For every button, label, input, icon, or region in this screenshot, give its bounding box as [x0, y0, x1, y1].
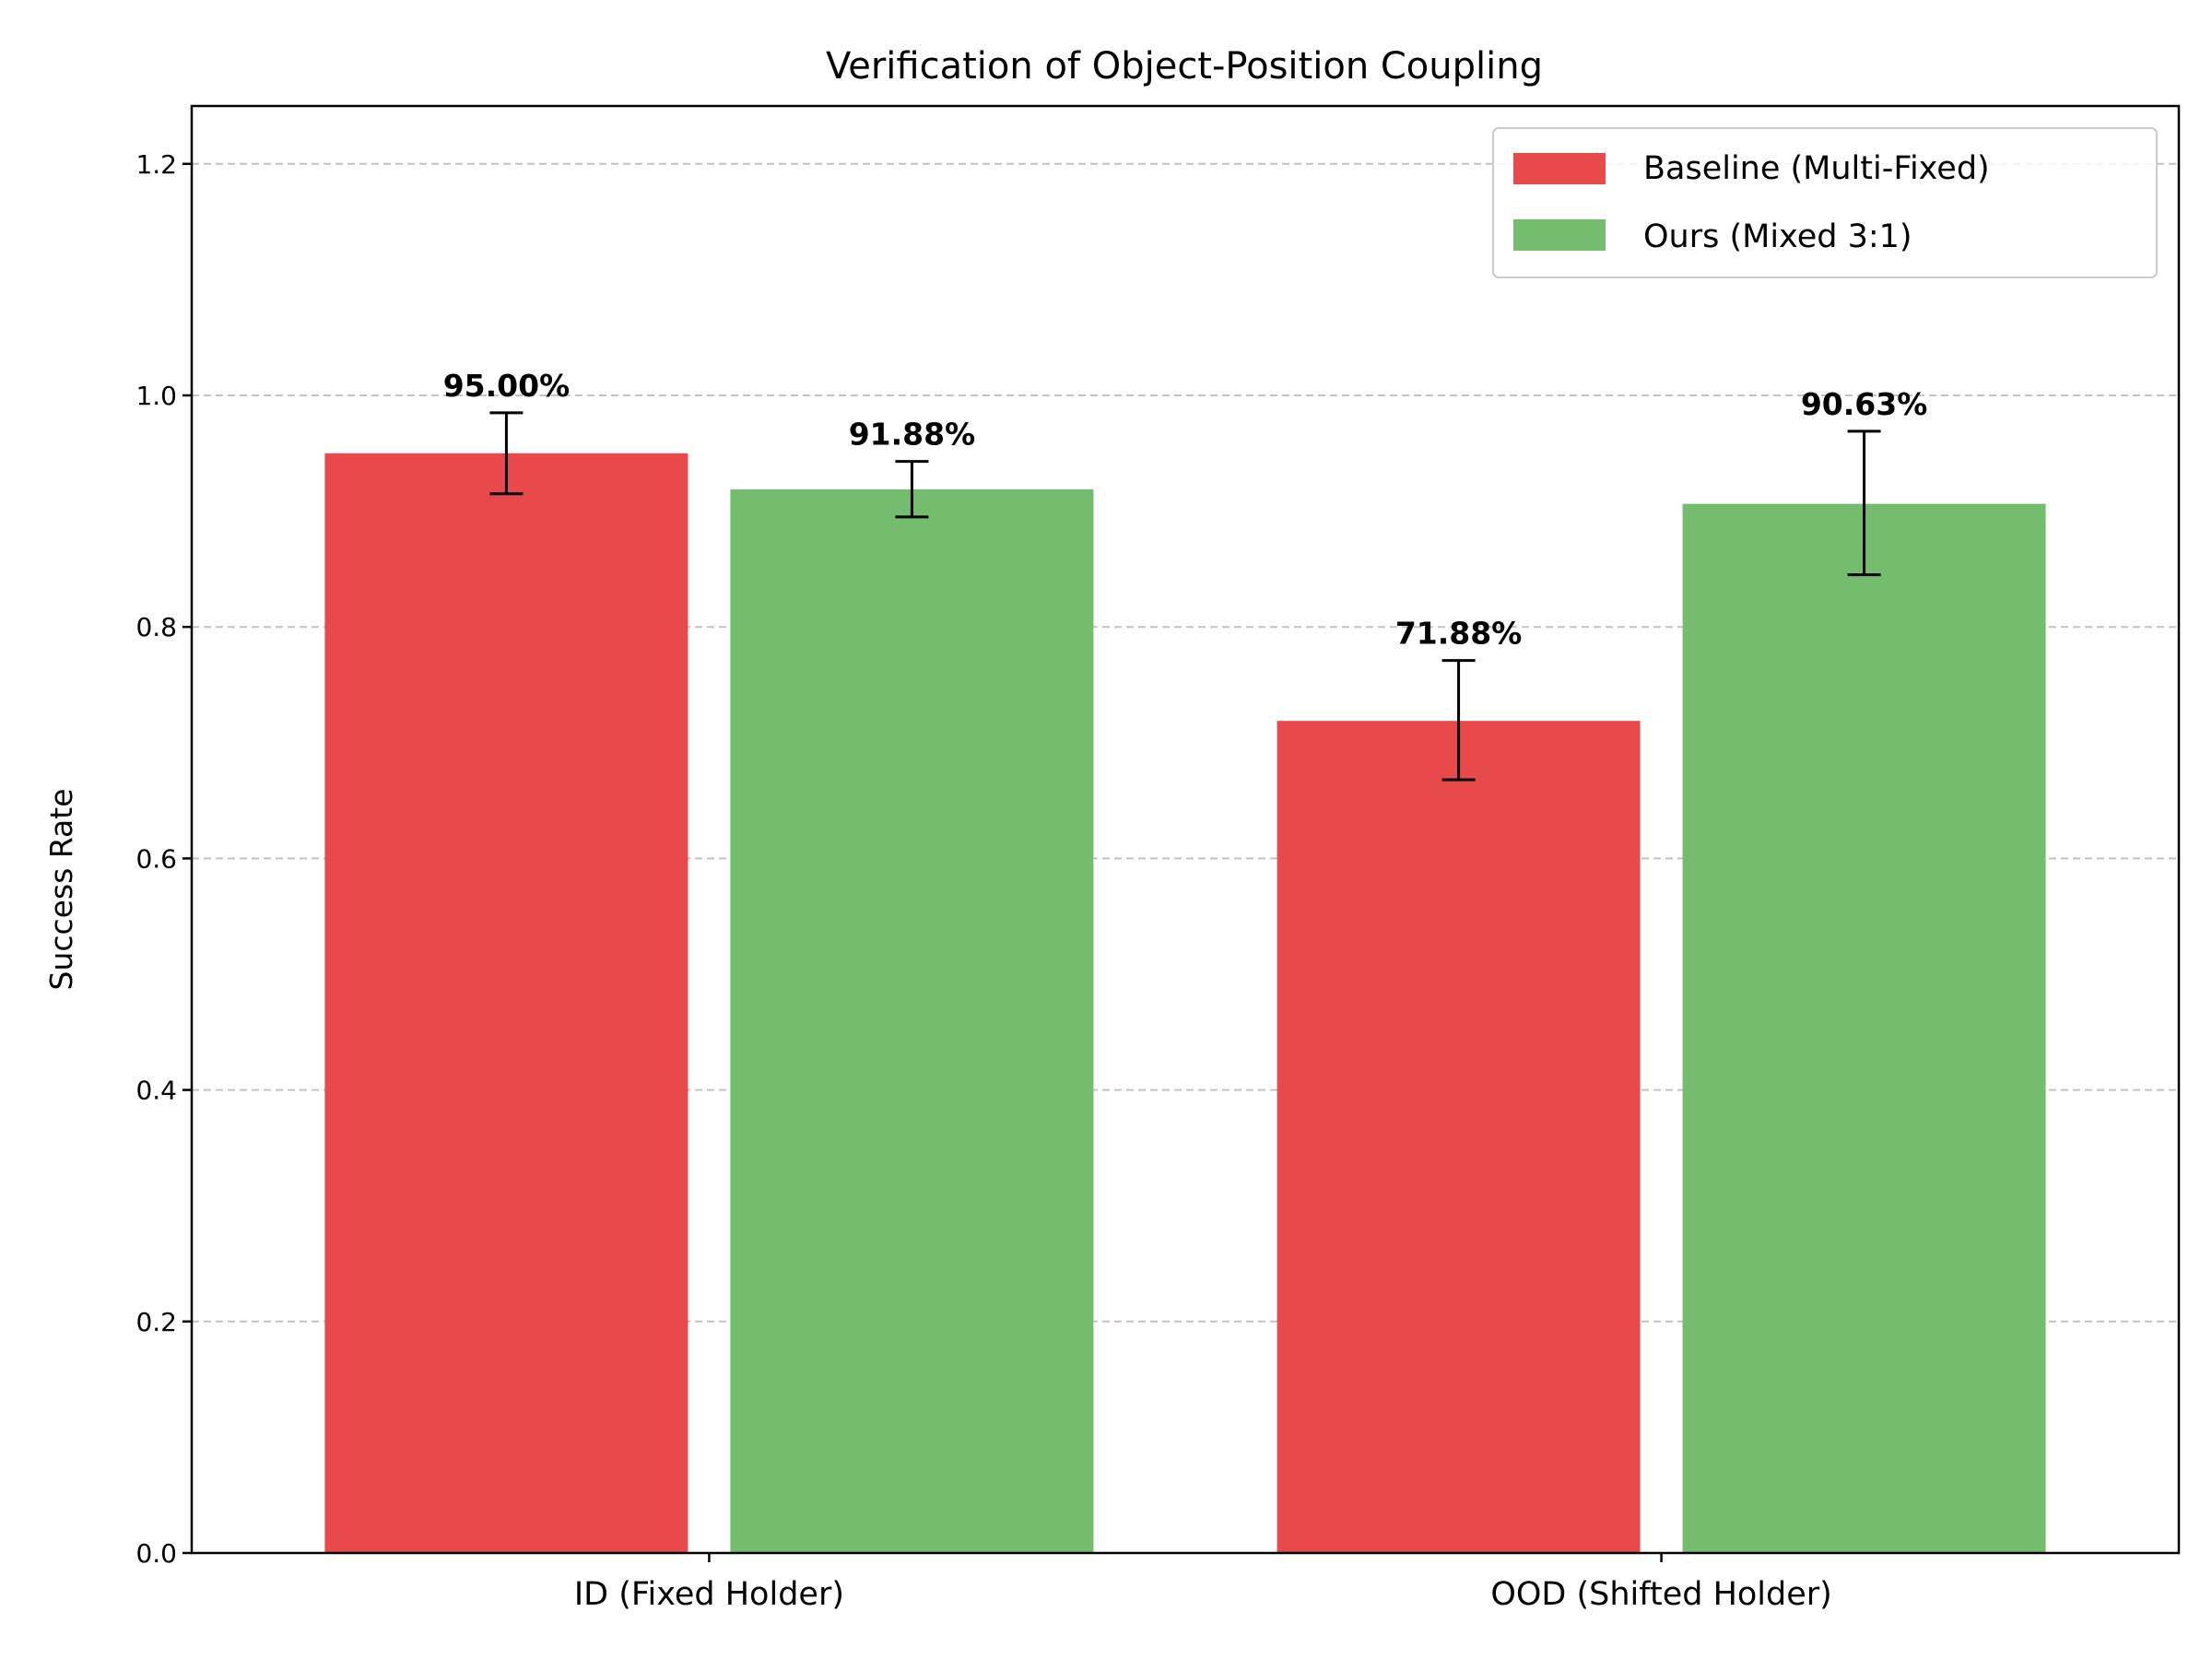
legend-box: [1492, 127, 2158, 278]
chart-title: Verification of Object-Position Coupling: [826, 45, 1543, 88]
y-tick-label: 0.2: [135, 1307, 177, 1337]
error-bars: [489, 411, 1881, 782]
legend-label-ours: Ours (Mixed 3:1): [1643, 218, 1912, 255]
bar-ours: [1682, 503, 2046, 1553]
legend-swatch-baseline: [1513, 153, 1606, 184]
y-tick-label: 0.4: [135, 1076, 177, 1106]
data-label-baseline: 71.88%: [1395, 616, 1522, 652]
y-tick-label: 0.0: [135, 1538, 177, 1569]
data-label-ours: 91.88%: [849, 417, 975, 453]
bar-baseline: [1277, 721, 1641, 1553]
legend: Baseline (Multi-Fixed) Ours (Mixed 3:1): [1492, 127, 2158, 278]
x-tick-label: OOD (Shifted Holder): [1490, 1576, 1832, 1613]
x-axis-ticks: ID (Fixed Holder) OOD (Shifted Holder): [574, 1553, 1832, 1613]
y-axis-label: Success Rate: [43, 789, 79, 991]
bars: [324, 453, 2046, 1553]
data-labels: 95.00% 71.88% 91.88% 90.63%: [443, 368, 1928, 652]
data-label-baseline: 95.00%: [443, 368, 570, 404]
y-axis-ticks: 0.0 0.2 0.4 0.6 0.8 1.0 1.2: [135, 149, 192, 1569]
bar-baseline: [324, 453, 688, 1553]
y-tick-label: 1.2: [135, 149, 177, 180]
legend-label-baseline: Baseline (Multi-Fixed): [1643, 150, 1990, 187]
plot-frame: [190, 104, 2181, 1555]
x-tick-label: ID (Fixed Holder): [574, 1576, 844, 1613]
data-label-ours: 90.63%: [1801, 386, 1927, 422]
bar-ours: [730, 488, 1094, 1553]
y-tick-label: 1.0: [135, 381, 177, 411]
y-tick-label: 0.8: [135, 612, 177, 642]
y-tick-label: 0.6: [135, 843, 177, 874]
legend-swatch-ours: [1513, 219, 1606, 251]
